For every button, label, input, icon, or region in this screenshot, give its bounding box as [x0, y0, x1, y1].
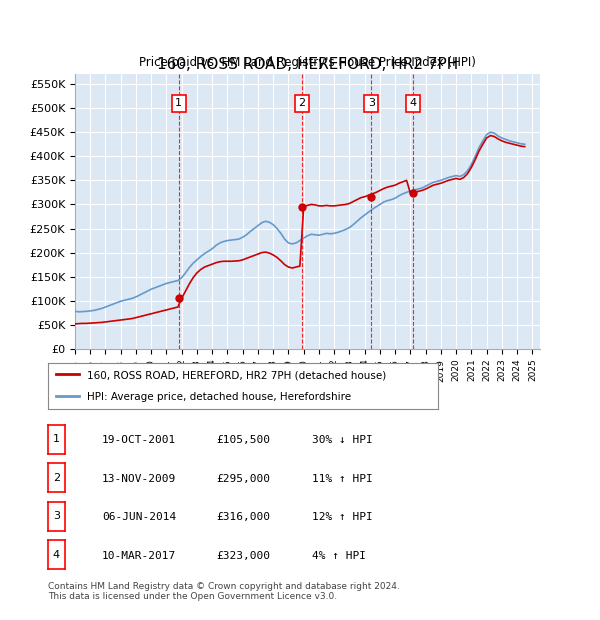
Text: 2: 2	[53, 473, 60, 483]
Text: £105,500: £105,500	[216, 435, 270, 445]
Title: 160, ROSS ROAD, HEREFORD, HR2 7PH: 160, ROSS ROAD, HEREFORD, HR2 7PH	[157, 57, 458, 72]
Text: 3: 3	[368, 99, 375, 108]
Text: 1: 1	[53, 435, 60, 445]
Text: Price paid vs. HM Land Registry's House Price Index (HPI): Price paid vs. HM Land Registry's House …	[139, 56, 476, 69]
Text: 3: 3	[53, 512, 60, 521]
Text: 13-NOV-2009: 13-NOV-2009	[102, 474, 176, 484]
Text: £323,000: £323,000	[216, 551, 270, 560]
Text: £316,000: £316,000	[216, 512, 270, 522]
Text: 19-OCT-2001: 19-OCT-2001	[102, 435, 176, 445]
Text: 4: 4	[53, 550, 60, 560]
Text: 10-MAR-2017: 10-MAR-2017	[102, 551, 176, 560]
Text: 11% ↑ HPI: 11% ↑ HPI	[312, 474, 373, 484]
Text: 160, ROSS ROAD, HEREFORD, HR2 7PH (detached house): 160, ROSS ROAD, HEREFORD, HR2 7PH (detac…	[87, 370, 386, 380]
Text: £295,000: £295,000	[216, 474, 270, 484]
Text: Contains HM Land Registry data © Crown copyright and database right 2024.
This d: Contains HM Land Registry data © Crown c…	[48, 582, 400, 601]
Text: HPI: Average price, detached house, Herefordshire: HPI: Average price, detached house, Here…	[87, 392, 351, 402]
Text: 4: 4	[410, 99, 417, 108]
Text: 30% ↓ HPI: 30% ↓ HPI	[312, 435, 373, 445]
Text: 2: 2	[298, 99, 305, 108]
Text: 06-JUN-2014: 06-JUN-2014	[102, 512, 176, 522]
Text: 1: 1	[175, 99, 182, 108]
Text: 12% ↑ HPI: 12% ↑ HPI	[312, 512, 373, 522]
Text: 4% ↑ HPI: 4% ↑ HPI	[312, 551, 366, 560]
